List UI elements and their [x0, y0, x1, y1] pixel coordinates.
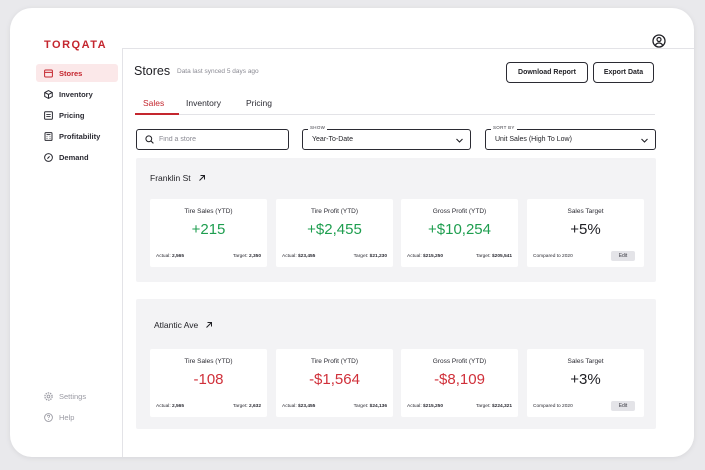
card-target: Target: $21,230 [353, 254, 387, 259]
card-target: Target: $24,136 [353, 404, 387, 409]
card-compare: Compared to 2020 [533, 404, 573, 409]
storefront-icon [44, 69, 53, 78]
metric-card-tire-profit: Tire Profit (YTD) -$1,564 Actual: $23,45… [276, 349, 393, 417]
card-actual: Actual: $23,455 [282, 254, 316, 259]
export-data-button[interactable]: Export Data [593, 62, 654, 83]
sync-status: Data last synced 5 days ago [177, 68, 259, 75]
help-icon [44, 412, 53, 422]
metric-card-tire-sales: Tire Sales (YTD) -108 Actual: 2,565 Targ… [150, 349, 267, 417]
card-value: +215 [191, 221, 226, 238]
card-title: Sales Target [567, 358, 604, 365]
card-title: Tire Sales (YTD) [184, 208, 233, 215]
calculator-icon [44, 131, 53, 141]
card-target: Target: 2,632 [232, 404, 261, 409]
card-value: +3% [570, 371, 601, 388]
search-icon [145, 135, 154, 144]
sort-select-label: SORT BY [491, 125, 517, 130]
store-name: Atlantic Ave [154, 320, 199, 330]
sidebar-item-settings[interactable]: Settings [36, 387, 118, 405]
card-title: Tire Profit (YTD) [310, 208, 359, 215]
card-target: Target: $205,541 [475, 254, 512, 259]
sidebar-item-label: Settings [59, 391, 87, 401]
card-target: Target: $224,321 [475, 404, 512, 409]
card-actual: Actual: $215,250 [407, 404, 444, 409]
show-select-label: SHOW [308, 125, 328, 130]
tab-pricing[interactable]: Pricing [246, 98, 272, 108]
card-actual: Actual: $215,250 [407, 254, 444, 259]
sidebar-item-label: Profitability [59, 131, 101, 141]
card-value: +5% [570, 221, 601, 238]
sidebar-item-label: Stores [59, 68, 83, 78]
card-title: Tire Profit (YTD) [310, 358, 359, 365]
card-target: Target: 2,350 [232, 254, 261, 259]
card-value: -$8,109 [434, 371, 485, 388]
user-circle-icon[interactable] [652, 34, 666, 48]
sidebar-item-pricing[interactable]: Pricing [36, 106, 118, 124]
sidebar-item-help[interactable]: Help [36, 408, 118, 426]
sidebar-item-label: Inventory [59, 89, 93, 99]
card-actual: Actual: $23,455 [282, 404, 316, 409]
edit-target-button[interactable]: Edit [611, 401, 635, 411]
tag-list-icon [44, 110, 53, 120]
sidebar-item-label: Help [59, 412, 75, 422]
store-section-atlantic-ave: Atlantic Ave Tire Sales (YTD) -108 Actua… [136, 299, 656, 429]
store-section-franklin-st: Franklin St Tire Sales (YTD) +215 Actual… [136, 158, 656, 282]
store-name-link[interactable]: Atlantic Ave [154, 320, 213, 330]
store-name: Franklin St [150, 173, 191, 183]
metric-card-gross-profit: Gross Profit (YTD) -$8,109 Actual: $215,… [401, 349, 518, 417]
chevron-down-icon [456, 138, 463, 143]
box-icon [44, 89, 53, 99]
card-title: Gross Profit (YTD) [432, 358, 487, 365]
show-select-value: Year-To-Date [312, 136, 353, 143]
metric-card-tire-profit: Tire Profit (YTD) +$2,455 Actual: $23,45… [276, 199, 393, 267]
metric-card-gross-profit: Gross Profit (YTD) +$10,254 Actual: $215… [401, 199, 518, 267]
sidebar-item-label: Demand [59, 152, 89, 162]
sidebar-item-inventory[interactable]: Inventory [36, 85, 118, 103]
card-title: Sales Target [567, 208, 604, 215]
sidebar-item-stores[interactable]: Stores [36, 64, 118, 82]
store-search[interactable] [136, 129, 289, 150]
sidebar-item-profitability[interactable]: Profitability [36, 127, 118, 145]
store-name-link[interactable]: Franklin St [150, 173, 206, 183]
card-value: -108 [193, 371, 224, 388]
search-input[interactable] [159, 136, 279, 143]
chevron-down-icon [641, 138, 648, 143]
tab-inventory[interactable]: Inventory [186, 98, 221, 108]
compass-icon [44, 152, 53, 162]
card-actual: Actual: 2,565 [156, 254, 185, 259]
sort-select[interactable]: SORT BY Unit Sales (High To Low) [485, 125, 656, 150]
card-value: +$10,254 [428, 221, 491, 238]
card-title: Gross Profit (YTD) [432, 208, 487, 215]
edit-target-button[interactable]: Edit [611, 251, 635, 261]
metric-card-tire-sales: Tire Sales (YTD) +215 Actual: 2,565 Targ… [150, 199, 267, 267]
page-title: Stores [134, 64, 171, 78]
sort-select-value: Unit Sales (High To Low) [495, 136, 572, 143]
show-select[interactable]: SHOW Year-To-Date [302, 125, 471, 150]
app-window: TORQATA Stores Inventory Pricing Profita… [10, 8, 694, 457]
sidebar-item-demand[interactable]: Demand [36, 148, 118, 166]
tab-sales[interactable]: Sales [143, 98, 165, 108]
gear-icon [44, 391, 53, 401]
sidebar-item-label: Pricing [59, 110, 85, 120]
card-actual: Actual: 2,565 [156, 404, 185, 409]
active-tab-indicator [135, 113, 179, 115]
brand-logo[interactable]: TORQATA [44, 39, 108, 51]
arrow-up-right-icon [206, 322, 213, 328]
card-compare: Compared to 2020 [533, 254, 573, 259]
download-report-button[interactable]: Download Report [506, 62, 588, 83]
main-panel: Stores Data last synced 5 days ago Downl… [122, 48, 694, 457]
metric-card-sales-target: Sales Target +3% Compared to 2020 Edit [527, 349, 644, 417]
card-value: -$1,564 [309, 371, 360, 388]
card-title: Tire Sales (YTD) [184, 358, 233, 365]
card-value: +$2,455 [307, 221, 362, 238]
arrow-up-right-icon [198, 175, 205, 181]
tabs-divider [135, 114, 655, 115]
metric-card-sales-target: Sales Target +5% Compared to 2020 Edit [527, 199, 644, 267]
